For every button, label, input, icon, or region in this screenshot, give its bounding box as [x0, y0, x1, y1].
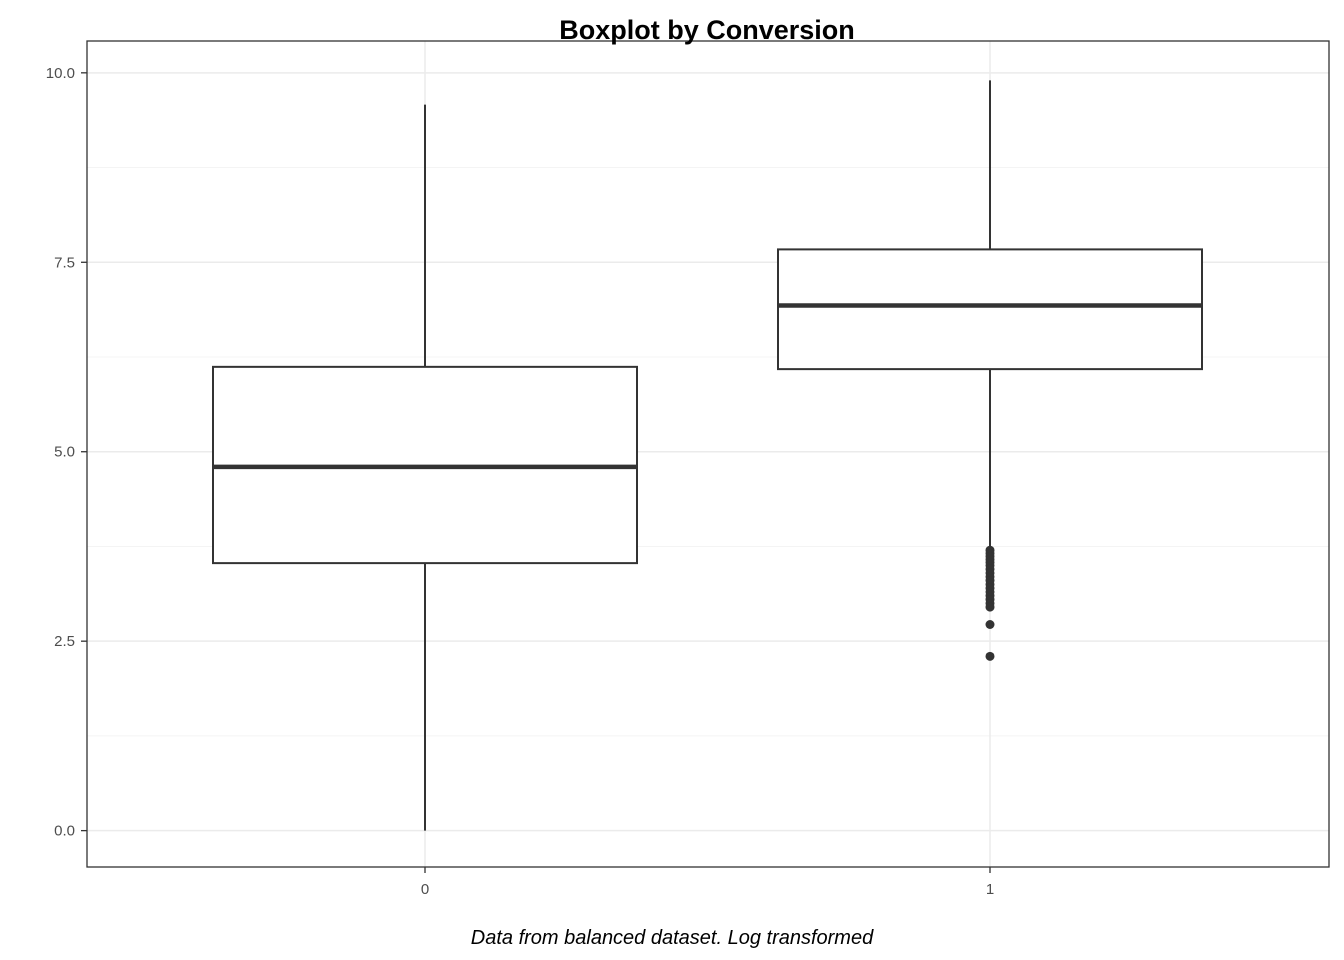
box-group-1 [777, 80, 1203, 661]
y-tick-label: 2.5 [54, 633, 75, 650]
x-tick-label: 0 [421, 881, 429, 898]
box-group-0 [212, 104, 638, 831]
box-iqr [777, 248, 1203, 371]
chart-caption: Data from balanced dataset. Log transfor… [471, 927, 874, 949]
y-tick-label: 10.0 [46, 65, 75, 82]
boxplot-marks [212, 80, 1203, 831]
x-tick-label: 1 [986, 881, 994, 898]
outlier-point [985, 602, 995, 612]
y-tick-label: 7.5 [54, 254, 75, 271]
outlier-point [985, 651, 995, 661]
plot-panel-border [86, 40, 1330, 868]
axes: 0.0 2.5 5.0 7.5 10.0 0 1 [46, 65, 994, 898]
y-tick-label: 5.0 [54, 444, 75, 461]
chart-title: Boxplot by Conversion [559, 15, 855, 45]
y-tick-label: 0.0 [54, 823, 75, 840]
outlier-point [985, 620, 995, 630]
